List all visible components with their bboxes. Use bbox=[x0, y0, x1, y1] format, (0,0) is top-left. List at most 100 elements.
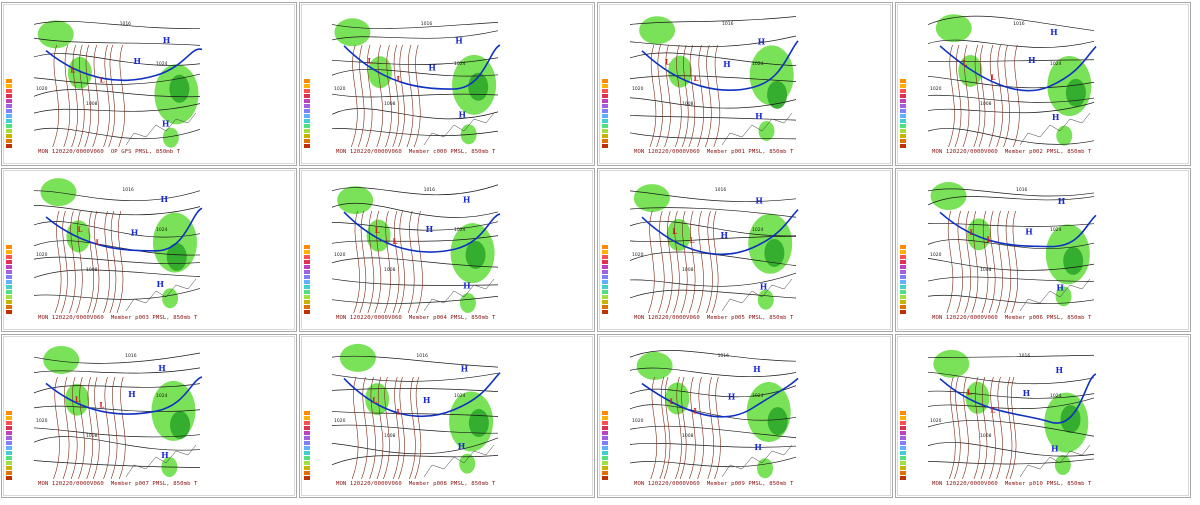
high-pressure-label: H bbox=[458, 441, 466, 451]
temperature-contour bbox=[383, 376, 390, 480]
weather-map-thumbnail[interactable]: H H H L L 1020 1016 1024 1008 bbox=[602, 337, 802, 496]
ensemble-panel: H H H L L 1020 1016 1024 1008 MON 120220/0000V060… bbox=[299, 168, 595, 332]
legend-swatch bbox=[900, 285, 906, 289]
legend-swatch bbox=[304, 411, 310, 415]
low-pressure-label: L bbox=[967, 388, 972, 397]
isobar-line bbox=[927, 188, 1095, 197]
weather-map-thumbnail[interactable]: H H H L L 1020 1016 1024 1008 bbox=[900, 171, 1100, 330]
isobar-value-label: 1016 bbox=[722, 21, 734, 27]
panel-caption: MON 120220/0000V060 Member p003 PMSL, 85… bbox=[38, 315, 198, 321]
isobar-value-label: 1020 bbox=[36, 86, 48, 92]
legend-swatch bbox=[6, 129, 12, 133]
temperature-contour bbox=[108, 44, 116, 148]
color-scale-legend bbox=[900, 79, 908, 149]
weather-map-thumbnail[interactable]: H H H L L 1020 1016 1024 1008 bbox=[602, 5, 802, 164]
high-pressure-label: H bbox=[754, 442, 762, 452]
high-pressure-label: H bbox=[760, 281, 768, 291]
temperature-contour bbox=[84, 44, 92, 148]
weather-map-thumbnail[interactable]: H H H L L 1020 1016 1024 1008 bbox=[900, 5, 1100, 164]
low-pressure-label: L bbox=[991, 73, 996, 82]
color-scale-legend bbox=[602, 411, 610, 481]
legend-swatch bbox=[6, 426, 12, 430]
weather-map-thumbnail[interactable]: H H H L L 1020 1016 1024 1008 bbox=[304, 337, 504, 496]
weather-map-thumbnail[interactable]: H H H L L 1020 1016 1024 1008 bbox=[304, 171, 504, 330]
high-pressure-label: H bbox=[158, 363, 166, 373]
legend-swatch bbox=[602, 109, 608, 113]
isobar-line bbox=[33, 190, 201, 202]
temperature-contour bbox=[1005, 376, 1013, 480]
legend-swatch bbox=[304, 84, 310, 88]
legend-swatch bbox=[900, 124, 906, 128]
temperature-contour bbox=[365, 44, 373, 148]
isobar-line bbox=[927, 222, 1095, 227]
legend-swatch bbox=[6, 421, 12, 425]
isobar-line bbox=[331, 30, 499, 41]
high-pressure-label: H bbox=[161, 194, 169, 204]
high-pressure-label: H bbox=[156, 279, 164, 289]
weather-map-thumbnail[interactable]: H H H L L 1020 1016 1024 1008 bbox=[602, 171, 802, 330]
panel-caption: MON 120220/0000V060 Member p001 PMSL, 85… bbox=[634, 149, 794, 155]
high-pressure-label: H bbox=[1051, 443, 1059, 453]
isobar-line bbox=[629, 75, 797, 82]
isobar-line bbox=[927, 458, 1095, 465]
weather-map-thumbnail[interactable]: H H H L L 1020 1016 1024 1008 bbox=[6, 5, 206, 164]
temperature-contour bbox=[87, 210, 95, 314]
ensemble-panel: H H H L L 1020 1016 1024 1008 MON 120220/0000V060… bbox=[895, 334, 1191, 498]
isobar-value-label: 1008 bbox=[384, 267, 396, 273]
isobar-line bbox=[629, 456, 797, 468]
legend-swatch bbox=[900, 436, 906, 440]
legend-swatch bbox=[6, 441, 12, 445]
temperature-contour bbox=[53, 376, 60, 480]
weather-map-thumbnail[interactable]: H H H L L 1020 1016 1024 1008 bbox=[6, 171, 206, 330]
legend-swatch bbox=[900, 260, 906, 264]
precip-area bbox=[758, 120, 775, 141]
legend-swatch bbox=[6, 466, 12, 470]
coastline bbox=[423, 444, 495, 478]
coastline bbox=[721, 112, 793, 146]
temperature-contour bbox=[954, 376, 961, 480]
legend-swatch bbox=[304, 476, 310, 480]
freezing-line bbox=[343, 44, 501, 90]
low-pressure-label: L bbox=[962, 58, 967, 67]
color-scale-legend bbox=[304, 411, 312, 481]
coastline bbox=[423, 112, 495, 146]
precip-area bbox=[1055, 286, 1072, 307]
weather-map-thumbnail[interactable]: H H H L L 1020 1016 1024 1008 bbox=[304, 5, 504, 164]
legend-swatch bbox=[6, 290, 12, 294]
weather-map-thumbnail[interactable]: H H H L L 1020 1016 1024 1008 bbox=[900, 337, 1100, 496]
legend-swatch bbox=[304, 310, 310, 314]
isobar-line bbox=[33, 37, 201, 46]
temperature-contour bbox=[688, 44, 696, 148]
legend-swatch bbox=[900, 270, 906, 274]
isobar-value-label: 1024 bbox=[156, 61, 168, 67]
legend-swatch bbox=[304, 99, 310, 103]
legend-swatch bbox=[602, 416, 608, 420]
legend-swatch bbox=[602, 250, 608, 254]
precip-area bbox=[930, 182, 967, 211]
isobar-value-label: 1008 bbox=[86, 101, 98, 107]
panel-caption: MON 120220/0000V060 OP GFS PMSL, 850mb T bbox=[38, 149, 181, 155]
legend-swatch bbox=[900, 431, 906, 435]
precip-area bbox=[366, 219, 391, 252]
high-pressure-label: H bbox=[461, 364, 469, 374]
temperature-contour bbox=[648, 210, 655, 314]
temperature-contour bbox=[663, 376, 671, 480]
ensemble-panel: H H H L L 1020 1016 1024 1008 MON 120220/0000V060… bbox=[597, 334, 893, 498]
legend-swatch bbox=[304, 446, 310, 450]
isobar-value-label: 1024 bbox=[1050, 393, 1062, 399]
precip-area bbox=[1065, 78, 1086, 107]
legend-swatch bbox=[900, 265, 906, 269]
temperature-contour bbox=[946, 210, 954, 314]
legend-swatch bbox=[304, 89, 310, 93]
weather-map-thumbnail[interactable]: H H H L L 1020 1016 1024 1008 bbox=[6, 337, 206, 496]
temperature-contour bbox=[673, 210, 680, 314]
legend-swatch bbox=[602, 265, 608, 269]
temperature-contour bbox=[962, 44, 970, 148]
temperature-contour bbox=[392, 44, 400, 148]
temperature-contour bbox=[657, 210, 665, 314]
low-pressure-label: L bbox=[970, 228, 975, 237]
panel-caption: MON 120220/0000V060 Member p004 PMSL, 85… bbox=[336, 315, 496, 321]
legend-swatch bbox=[304, 144, 310, 148]
legend-swatch bbox=[602, 471, 608, 475]
isobar-value-label: 1020 bbox=[632, 418, 644, 424]
